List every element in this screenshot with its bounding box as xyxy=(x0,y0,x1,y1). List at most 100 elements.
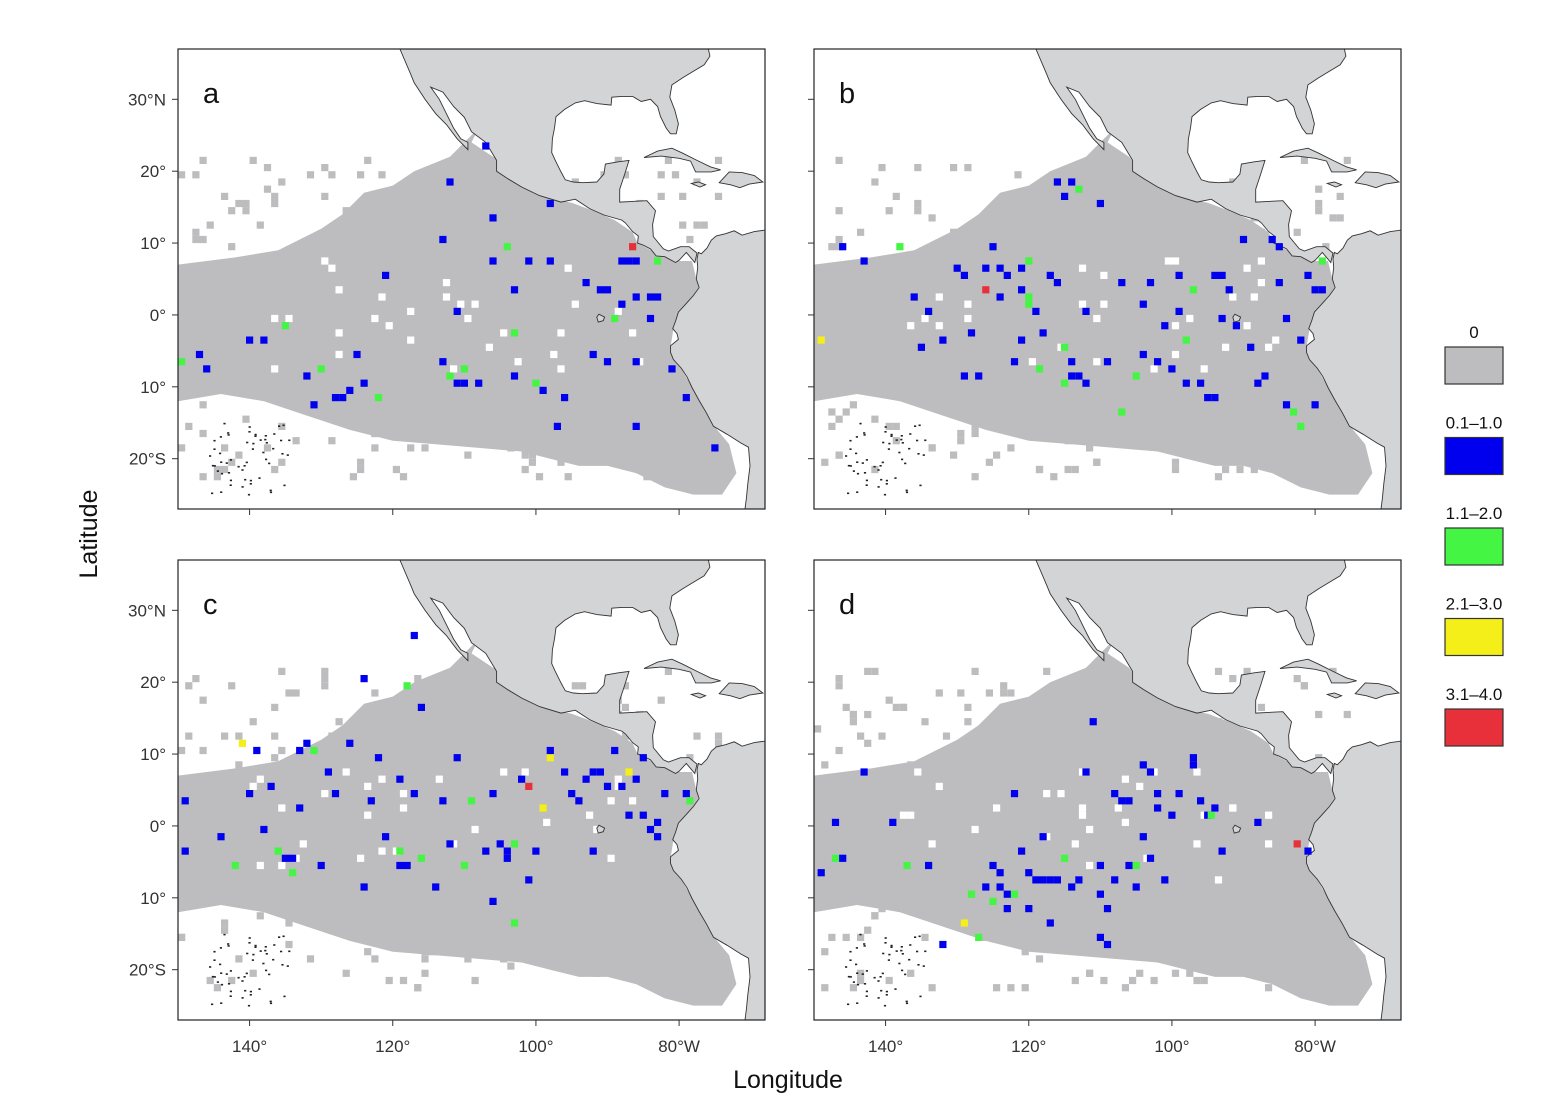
density-cell xyxy=(831,818,840,826)
survey-effort-cell xyxy=(1021,948,1029,956)
french-polynesia-islands xyxy=(209,933,291,1007)
unsurveyed-cell xyxy=(371,314,379,323)
islet xyxy=(849,448,852,450)
density-cell xyxy=(317,861,325,870)
survey-effort-cell xyxy=(1136,969,1144,977)
density-cell xyxy=(831,854,840,862)
density-cell xyxy=(460,379,468,387)
islet xyxy=(241,486,244,488)
islet xyxy=(865,970,868,972)
unsurveyed-cell xyxy=(921,314,929,323)
survey-effort-cell xyxy=(543,207,551,215)
unsurveyed-cell xyxy=(564,264,572,272)
survey-effort-cell xyxy=(450,221,458,229)
survey-effort-cell xyxy=(285,919,293,927)
survey-effort-cell xyxy=(385,221,393,229)
unsurveyed-cell xyxy=(285,314,293,323)
survey-effort-cell xyxy=(235,451,243,459)
survey-effort-cell xyxy=(1143,905,1151,913)
density-cell xyxy=(654,818,662,826)
unsurveyed-cell xyxy=(364,782,372,790)
islet xyxy=(905,1000,908,1003)
unsurveyed-cell xyxy=(1257,279,1265,287)
density-cell xyxy=(1118,797,1126,805)
survey-effort-cell xyxy=(657,696,665,704)
unsurveyed-cell xyxy=(435,775,443,783)
survey-effort-cell xyxy=(1257,243,1265,251)
density-cell xyxy=(711,444,719,452)
density-cell xyxy=(839,854,847,862)
density-cell xyxy=(982,264,990,272)
survey-effort-cell xyxy=(864,739,872,747)
density-cell xyxy=(1318,286,1326,294)
density-cell xyxy=(1018,286,1026,294)
survey-effort-cell xyxy=(528,214,536,222)
survey-effort-cell xyxy=(1193,451,1201,459)
survey-effort-cell xyxy=(1129,394,1137,402)
x-tick-label: 120° xyxy=(1011,1037,1046,1056)
unsurveyed-cell xyxy=(935,322,943,330)
islet xyxy=(919,995,922,998)
survey-effort-cell xyxy=(621,703,629,711)
density-cell xyxy=(1132,372,1140,380)
survey-effort-cell xyxy=(942,732,951,740)
density-cell xyxy=(1182,336,1190,344)
survey-effort-cell xyxy=(550,948,558,956)
survey-effort-cell xyxy=(1286,955,1294,963)
survey-effort-region xyxy=(814,128,1373,495)
density-cell xyxy=(181,797,189,805)
survey-effort-cell xyxy=(864,667,872,675)
survey-effort-cell xyxy=(578,682,587,690)
density-cell xyxy=(982,286,990,294)
density-cell xyxy=(582,279,590,287)
density-cell xyxy=(346,386,354,394)
density-cell xyxy=(260,336,268,344)
survey-effort-cell xyxy=(971,473,979,481)
survey-effort-cell xyxy=(671,171,680,179)
density-cell xyxy=(1211,804,1219,812)
galapagos-islands xyxy=(1232,313,1242,323)
panel-letter: a xyxy=(203,78,220,110)
survey-effort-cell xyxy=(256,221,264,229)
survey-effort-cell xyxy=(828,422,836,430)
survey-effort-cell xyxy=(1129,429,1137,438)
survey-effort-cell xyxy=(228,243,236,251)
density-cell xyxy=(317,365,325,373)
density-cell xyxy=(1046,876,1054,884)
north-america xyxy=(1035,49,1347,264)
density-cell xyxy=(1111,790,1119,798)
survey-effort-cell xyxy=(235,199,243,208)
density-cell xyxy=(353,350,361,359)
survey-effort-cell xyxy=(521,465,529,474)
survey-effort-cell xyxy=(1243,667,1251,675)
density-cell xyxy=(632,775,640,783)
islet xyxy=(877,980,880,982)
unsurveyed-cell xyxy=(1043,790,1051,798)
x-axis-title: Longitude xyxy=(733,1066,843,1094)
survey-effort-cell xyxy=(321,667,329,675)
islet xyxy=(220,1002,223,1004)
survey-effort-cell xyxy=(1229,761,1237,769)
survey-effort-cell xyxy=(185,732,193,740)
unsurveyed-cell xyxy=(1078,811,1087,819)
density-cell xyxy=(1247,343,1255,351)
islet xyxy=(900,949,903,952)
density-cell xyxy=(1010,890,1019,898)
density-cell xyxy=(618,782,626,790)
islet xyxy=(269,1000,272,1003)
islet xyxy=(888,953,891,956)
density-cell xyxy=(1125,861,1133,870)
density-cell xyxy=(632,422,640,430)
islet xyxy=(924,950,927,953)
survey-effort-cell xyxy=(306,955,315,963)
density-cell xyxy=(582,775,590,783)
density-cell xyxy=(996,293,1004,301)
survey-effort-cell xyxy=(235,761,243,769)
density-cell xyxy=(646,293,655,301)
density-cell xyxy=(903,861,911,870)
survey-effort-cell xyxy=(964,164,972,172)
density-cell xyxy=(589,768,597,776)
survey-effort-cell xyxy=(950,451,958,459)
survey-effort-cell xyxy=(435,250,443,258)
islet xyxy=(269,491,273,494)
